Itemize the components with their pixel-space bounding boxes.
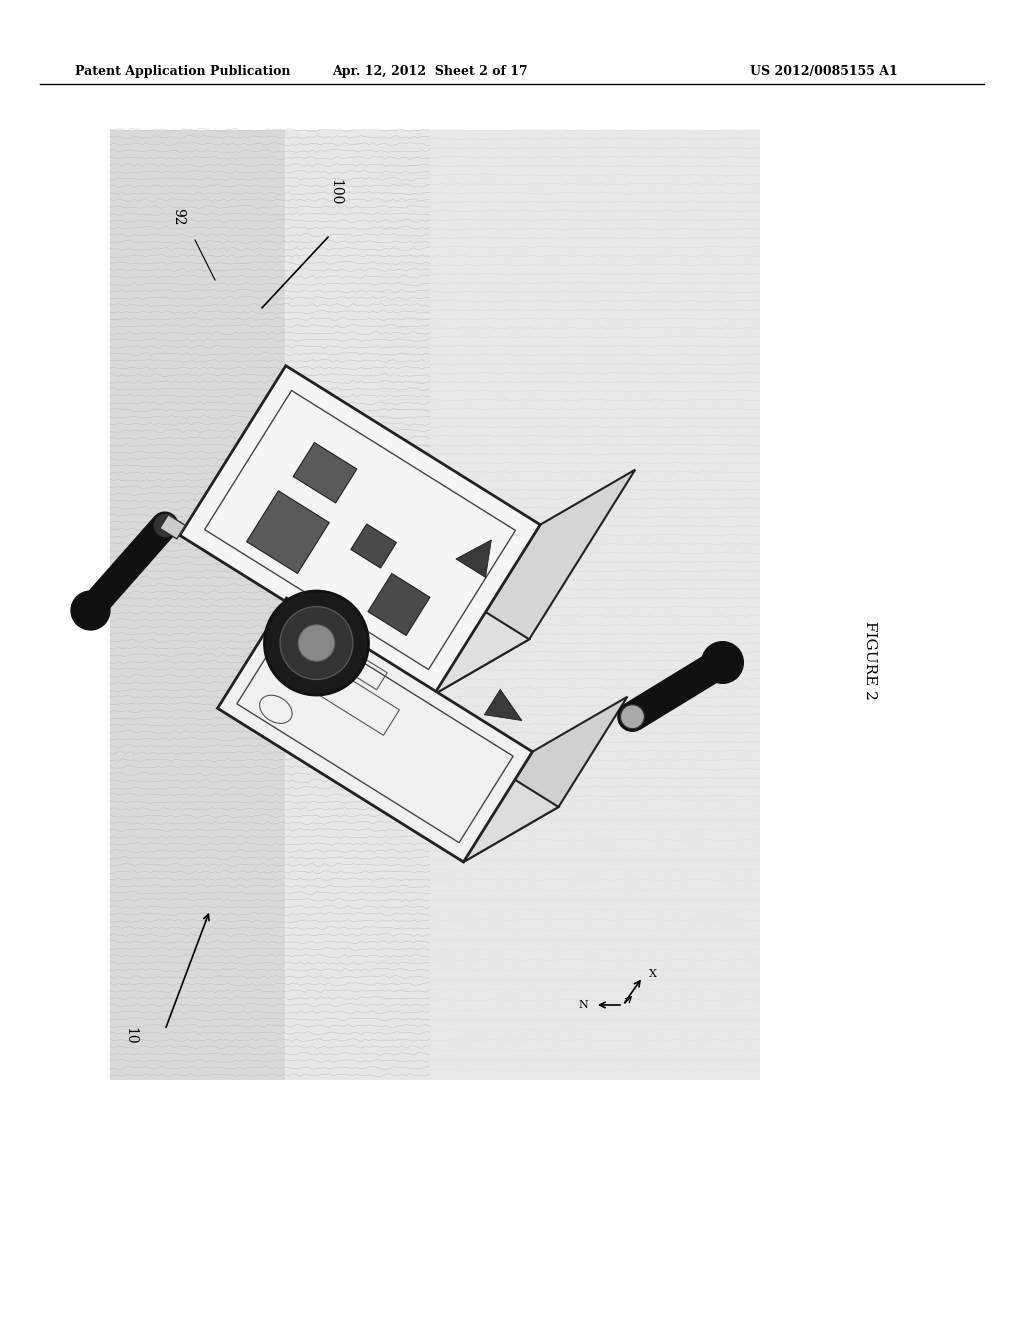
Polygon shape — [456, 540, 492, 577]
Text: N: N — [579, 1001, 588, 1010]
Circle shape — [264, 591, 369, 696]
Text: US 2012/0085155 A1: US 2012/0085155 A1 — [750, 66, 898, 78]
Text: Patent Application Publication: Patent Application Publication — [75, 66, 291, 78]
Polygon shape — [434, 470, 635, 694]
Text: 10: 10 — [123, 1027, 137, 1045]
Polygon shape — [464, 697, 628, 862]
Circle shape — [621, 705, 644, 729]
Polygon shape — [180, 480, 529, 694]
Polygon shape — [180, 366, 541, 694]
Circle shape — [281, 607, 353, 680]
Text: Apr. 12, 2012  Sheet 2 of 17: Apr. 12, 2012 Sheet 2 of 17 — [332, 66, 528, 78]
Text: FIGURE 2: FIGURE 2 — [863, 620, 877, 700]
Polygon shape — [217, 598, 532, 862]
Text: 92: 92 — [171, 207, 185, 224]
Circle shape — [298, 624, 335, 661]
Polygon shape — [351, 524, 396, 568]
Text: X: X — [648, 969, 656, 979]
Polygon shape — [484, 689, 522, 721]
Text: 100: 100 — [328, 178, 342, 205]
Bar — [110, 129, 760, 1080]
Polygon shape — [368, 573, 430, 635]
Bar — [160, 515, 185, 539]
Polygon shape — [217, 653, 558, 862]
Polygon shape — [293, 442, 356, 503]
Polygon shape — [247, 491, 330, 573]
Bar — [110, 129, 285, 1080]
